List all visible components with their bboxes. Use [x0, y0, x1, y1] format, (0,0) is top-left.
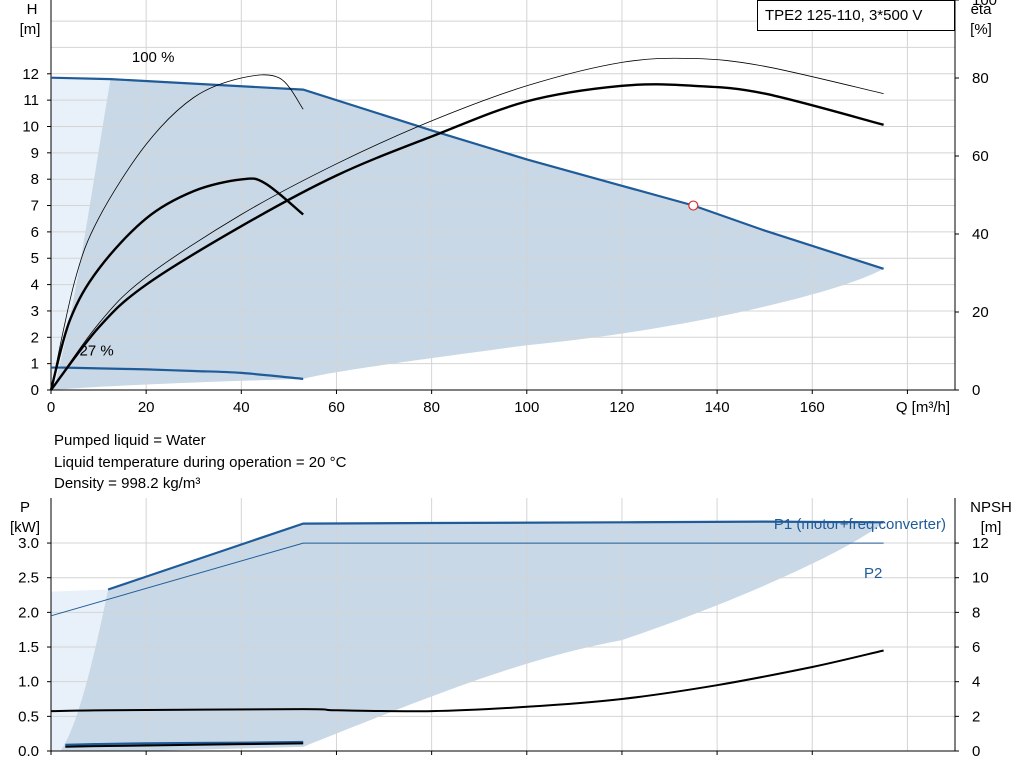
speed-label: 100 %: [132, 49, 175, 66]
efficiency-curve: [50, 57, 884, 391]
y-tick-label: 12: [22, 66, 39, 83]
y-tick-label: 1: [31, 356, 39, 373]
y2-tick-label: 6: [972, 639, 980, 656]
y2-axis-label: eta: [971, 1, 993, 18]
head-curve: [50, 76, 884, 270]
y2-tick-label: 80: [972, 70, 989, 87]
y-tick-label: 2.5: [18, 570, 39, 587]
power-curve: [50, 542, 884, 617]
y-tick-label: 3: [31, 303, 39, 320]
y-tick-label: 1.5: [18, 639, 39, 656]
pump-model-label: TPE2 125-110, 3*500 V: [757, 0, 955, 31]
y-tick-label: 0.0: [18, 743, 39, 760]
x-tick-label: 100: [514, 399, 539, 416]
efficiency-curve: [49, 177, 304, 391]
x-axis-label: Q [m³/h]: [896, 399, 950, 416]
y-axis-label: H: [27, 1, 38, 18]
y-tick-label: 0.5: [18, 708, 39, 725]
y2-tick-label: 40: [972, 226, 989, 243]
x-tick-label: 160: [800, 399, 825, 416]
y2-axis-unit: [m]: [981, 519, 1002, 536]
head-chart-group: [47, 0, 959, 394]
y2-tick-label: 10: [972, 570, 989, 587]
y2-tick-label: 2: [972, 708, 980, 725]
y2-axis-unit: [%]: [970, 21, 992, 38]
y-tick-label: 1.0: [18, 674, 39, 691]
duty-point-marker: [688, 200, 699, 211]
y-tick-label: 4: [31, 277, 39, 294]
y2-tick-label: 8: [972, 604, 980, 621]
y-tick-label: 10: [22, 118, 39, 135]
x-tick-label: 80: [423, 399, 440, 416]
y-tick-label: 11: [23, 92, 39, 109]
x-tick-label: 20: [138, 399, 155, 416]
y-tick-label: 3.0: [18, 535, 39, 552]
power-curve: [107, 520, 884, 591]
power-curve: [65, 742, 304, 748]
y-tick-label: 2: [31, 329, 39, 346]
series-label: P2: [864, 565, 882, 582]
operating-region: [53, 79, 884, 391]
fluid-info-line: Density = 998.2 kg/m³: [54, 475, 201, 492]
npsh-curve: [50, 649, 884, 713]
y2-tick-label: 20: [972, 304, 989, 321]
y2-tick-label: 12: [972, 535, 989, 552]
y-axis-unit: [kW]: [10, 519, 40, 536]
efficiency-curve: [50, 74, 304, 391]
operating-region: [60, 521, 884, 751]
y2-tick-label: 4: [972, 674, 980, 691]
y2-tick-label: 0: [972, 382, 980, 399]
x-tick-label: 60: [328, 399, 345, 416]
y2-tick-label: 60: [972, 148, 989, 165]
head-curve: [50, 366, 304, 380]
low-flow-region: [51, 77, 111, 391]
x-tick-label: 140: [705, 399, 730, 416]
x-tick-label: 40: [233, 399, 250, 416]
x-tick-label: 120: [609, 399, 634, 416]
speed-label: 27 %: [80, 343, 114, 360]
fluid-info: Pumped liquid = Water Liquid temperature…: [54, 430, 346, 495]
series-label: P1 (motor+freq.converter): [774, 516, 946, 533]
y2-axis-label: NPSH: [970, 499, 1012, 516]
y-tick-label: 9: [31, 145, 39, 162]
y-tick-label: 0: [31, 382, 39, 399]
y-axis-unit: [m]: [20, 21, 41, 38]
y2-tick-label: 100: [972, 0, 997, 9]
power-chart-group: [47, 498, 959, 755]
fluid-info-line: Pumped liquid = Water: [54, 432, 206, 449]
efficiency-curve: [50, 83, 884, 391]
fluid-info-line: Liquid temperature during operation = 20…: [54, 453, 347, 471]
y-tick-label: 6: [31, 224, 39, 241]
y-tick-label: 2.0: [18, 604, 39, 621]
y-tick-label: 7: [31, 198, 39, 215]
x-tick-label: 0: [47, 399, 55, 416]
y-axis-label: P: [20, 499, 30, 516]
y2-tick-label: 0: [972, 743, 980, 760]
y-tick-label: 5: [31, 250, 39, 267]
power-curve: [65, 740, 304, 746]
y-tick-label: 8: [31, 171, 39, 188]
